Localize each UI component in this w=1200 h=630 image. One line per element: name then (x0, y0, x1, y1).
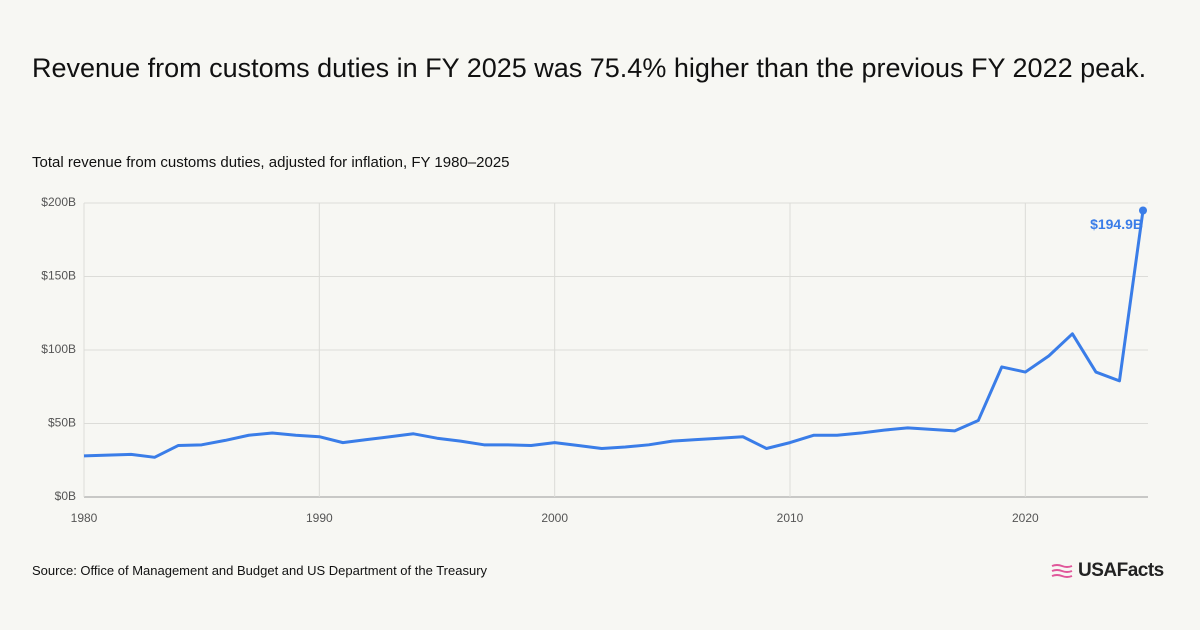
x-tick-label: 1990 (306, 511, 333, 525)
y-tick-label: $0B (55, 489, 76, 503)
data-line (83, 210, 1145, 459)
logo-text: USAFacts (1078, 560, 1164, 581)
y-tick-label: $200B (41, 195, 76, 209)
x-tick-label: 2020 (1012, 511, 1039, 525)
x-tick-label: 2010 (777, 511, 804, 525)
end-point (1139, 206, 1147, 215)
y-tick-label: $50B (48, 416, 76, 430)
chart-subtitle: Total revenue from customs duties, adjus… (32, 154, 510, 171)
chart-title: Revenue from customs duties in FY 2025 w… (32, 53, 1147, 83)
logo-icon (1051, 564, 1073, 578)
y-tick-label: $100B (41, 342, 76, 356)
annotation: $194.9B (1090, 216, 1143, 232)
source-note: Source: Office of Management and Budget … (32, 563, 488, 578)
x-tick-label: 1980 (71, 511, 98, 525)
y-tick-label: $150B (41, 269, 76, 283)
logo: USAFacts (1050, 560, 1164, 582)
x-tick-label: 2000 (541, 511, 568, 525)
